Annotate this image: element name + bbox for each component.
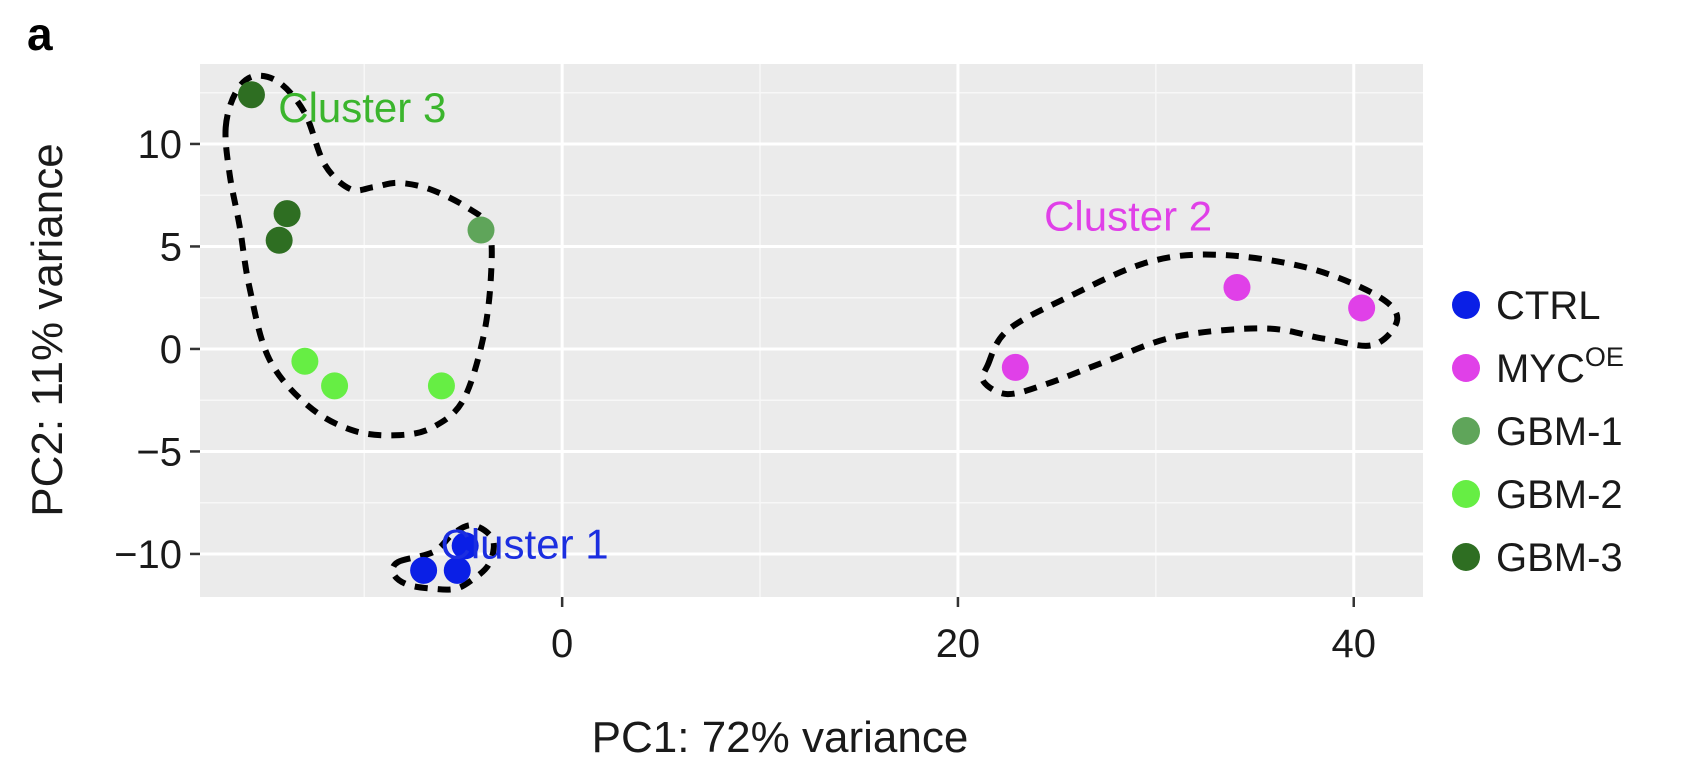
legend-item: CTRL xyxy=(1452,284,1600,328)
y-axis: 10 5 0 −5 −10 xyxy=(114,123,200,577)
legend-label: GBM-2 xyxy=(1496,473,1623,517)
point-gbm-3 xyxy=(265,226,293,254)
point-gbm-2 xyxy=(427,372,455,400)
y-tick-label: 5 xyxy=(160,225,182,269)
legend: CTRL MYCOE GBM-1 GBM-2 GBM-3 xyxy=(1452,284,1624,580)
legend-label: MYCOE xyxy=(1496,342,1624,391)
point-gbm-2 xyxy=(291,347,319,375)
legend-label: GBM-3 xyxy=(1496,536,1623,580)
y-tick-label: 0 xyxy=(160,328,182,372)
point-myc xyxy=(1001,353,1029,381)
grid-minor xyxy=(200,64,1423,597)
point-gbm-2 xyxy=(321,372,349,400)
cluster-outline-1 xyxy=(389,522,497,593)
y-tick-label: −10 xyxy=(114,533,182,577)
grid-major xyxy=(200,64,1423,597)
data-points xyxy=(237,81,1376,584)
cluster-label: Cluster 3 xyxy=(278,84,446,131)
legend-item: GBM-2 xyxy=(1452,473,1623,517)
legend-label: CTRL xyxy=(1496,284,1600,328)
point-ctrl xyxy=(451,532,479,560)
point-myc xyxy=(1223,273,1251,301)
legend-swatch xyxy=(1452,354,1480,382)
legend-swatch xyxy=(1452,480,1480,508)
point-myc xyxy=(1348,294,1376,322)
x-tick-label: 40 xyxy=(1331,622,1376,666)
point-gbm-3 xyxy=(237,81,265,109)
cluster-outlines xyxy=(222,72,1401,593)
legend-item: GBM-3 xyxy=(1452,536,1623,580)
cluster-labels: Cluster 1 Cluster 2 Cluster 3 xyxy=(278,84,1212,568)
legend-swatch xyxy=(1452,291,1480,319)
cluster-outline-2 xyxy=(979,251,1401,398)
panel-label: a xyxy=(27,8,53,60)
legend-swatch xyxy=(1452,417,1480,445)
legend-item: MYCOE xyxy=(1452,342,1624,391)
legend-swatch xyxy=(1452,543,1480,571)
legend-label-superscript: OE xyxy=(1585,342,1624,372)
y-tick-label: 10 xyxy=(138,123,183,167)
y-axis-title: PC2: 11% variance xyxy=(23,143,72,516)
x-axis: 0 20 40 xyxy=(551,597,1376,666)
legend-label: GBM-1 xyxy=(1496,410,1623,454)
legend-item: GBM-1 xyxy=(1452,410,1623,454)
plot-panel xyxy=(200,64,1423,597)
point-gbm-1 xyxy=(467,216,495,244)
point-gbm-3 xyxy=(273,200,301,228)
cluster-outline-3 xyxy=(222,72,495,439)
y-tick-label: −5 xyxy=(136,430,182,474)
x-tick-label: 0 xyxy=(551,622,573,666)
point-ctrl xyxy=(443,556,471,584)
cluster-label: Cluster 2 xyxy=(1044,193,1212,240)
cluster-label: Cluster 1 xyxy=(441,521,609,568)
x-axis-title: PC1: 72% variance xyxy=(592,713,969,762)
point-ctrl xyxy=(410,556,438,584)
x-tick-label: 20 xyxy=(936,622,981,666)
